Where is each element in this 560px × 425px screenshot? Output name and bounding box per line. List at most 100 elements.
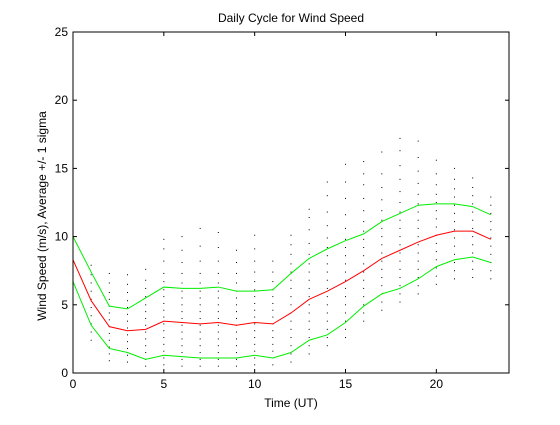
- y-tick-label: 10: [55, 230, 69, 244]
- observation-point: [254, 343, 256, 345]
- observation-point: [127, 347, 128, 349]
- observation-point: [254, 350, 256, 352]
- observation-point: [163, 309, 165, 311]
- observation-point: [399, 137, 401, 139]
- observation-point: [454, 188, 455, 190]
- observation-point: [236, 272, 237, 274]
- observation-point: [217, 260, 219, 262]
- plot-frame: [72, 31, 510, 374]
- observation-point: [254, 337, 256, 339]
- observation-point: [108, 332, 110, 334]
- observation-point: [90, 264, 92, 266]
- observation-point: [381, 227, 383, 229]
- observation-point: [217, 324, 219, 326]
- y-tick-label: 5: [61, 298, 68, 312]
- observation-point: [326, 337, 328, 339]
- observation-point: [381, 244, 383, 246]
- observation-point: [199, 365, 201, 367]
- observation-point: [435, 210, 437, 212]
- observation-point: [435, 218, 437, 220]
- observation-point: [272, 343, 274, 345]
- observation-point: [381, 173, 383, 175]
- observation-point: [363, 287, 365, 289]
- observation-point: [472, 268, 474, 270]
- y-tick-label: 20: [55, 93, 69, 107]
- observation-point: [181, 352, 183, 354]
- observation-point: [345, 197, 346, 199]
- axis-ticks: 0 5 10 15 20 0 5 10 15 20 25: [55, 25, 509, 391]
- observation-point: [236, 352, 237, 354]
- observation-point: [90, 282, 92, 284]
- observation-point: [254, 234, 256, 236]
- observation-point: [345, 247, 346, 249]
- observation-point: [199, 304, 201, 306]
- observation-point: [308, 320, 310, 322]
- observation-point: [181, 324, 183, 326]
- observation-point: [417, 236, 419, 238]
- observation-point: [199, 272, 201, 274]
- observation-point: [254, 271, 256, 273]
- observation-point: [163, 289, 165, 291]
- observation-point: [308, 217, 310, 218]
- observation-point: [181, 345, 183, 347]
- observation-point: [399, 268, 401, 270]
- observation-point: [199, 311, 201, 313]
- observation-point: [290, 296, 292, 298]
- observation-point: [490, 278, 492, 280]
- observation-point: [399, 211, 401, 213]
- observation-point: [326, 263, 328, 265]
- observation-point: [490, 221, 492, 223]
- observation-point: [381, 277, 383, 279]
- observation-point: [435, 193, 437, 195]
- observation-point: [326, 345, 328, 347]
- observation-point: [417, 170, 419, 172]
- observation-point: [345, 337, 346, 339]
- observation-point: [199, 227, 201, 229]
- observation-point: [145, 331, 147, 333]
- observation-point: [417, 182, 419, 184]
- observation-point: [90, 274, 92, 276]
- observation-point: [435, 242, 437, 244]
- observation-point: [399, 202, 401, 203]
- observation-point: [254, 323, 256, 325]
- observation-point: [472, 236, 474, 238]
- observation-point: [326, 255, 328, 257]
- observation-point: [345, 279, 346, 281]
- observation-point: [472, 211, 474, 213]
- observation-point: [163, 357, 165, 359]
- observation-point: [417, 293, 419, 295]
- observation-point: [199, 358, 201, 360]
- observation-point: [363, 320, 365, 322]
- observation-point: [472, 244, 474, 246]
- observation-point: [145, 304, 147, 306]
- observation-point: [272, 350, 274, 352]
- observation-point: [163, 296, 165, 298]
- observation-point: [290, 279, 292, 281]
- observation-point: [145, 311, 147, 313]
- observation-point: [454, 229, 455, 231]
- observation-point: [308, 242, 310, 244]
- observation-point: [363, 230, 365, 232]
- observation-point: [254, 289, 256, 291]
- observation-point: [217, 282, 219, 284]
- observation-point: [163, 272, 165, 274]
- observation-point: [417, 219, 419, 221]
- observation-point: [217, 331, 219, 333]
- observation-point: [217, 317, 219, 319]
- observation-point: [145, 279, 147, 281]
- observation-point: [127, 283, 128, 285]
- observation-point: [127, 354, 128, 356]
- observation-point: [272, 364, 274, 366]
- observation-point: [108, 282, 110, 284]
- observation-point: [454, 270, 455, 272]
- observation-point: [181, 249, 183, 251]
- observation-point: [181, 236, 183, 238]
- observation-point: [363, 255, 365, 257]
- observation-point: [90, 339, 92, 341]
- observation-point: [399, 227, 401, 229]
- observation-point: [236, 365, 237, 367]
- observation-point: [254, 316, 256, 318]
- observation-point: [381, 260, 383, 262]
